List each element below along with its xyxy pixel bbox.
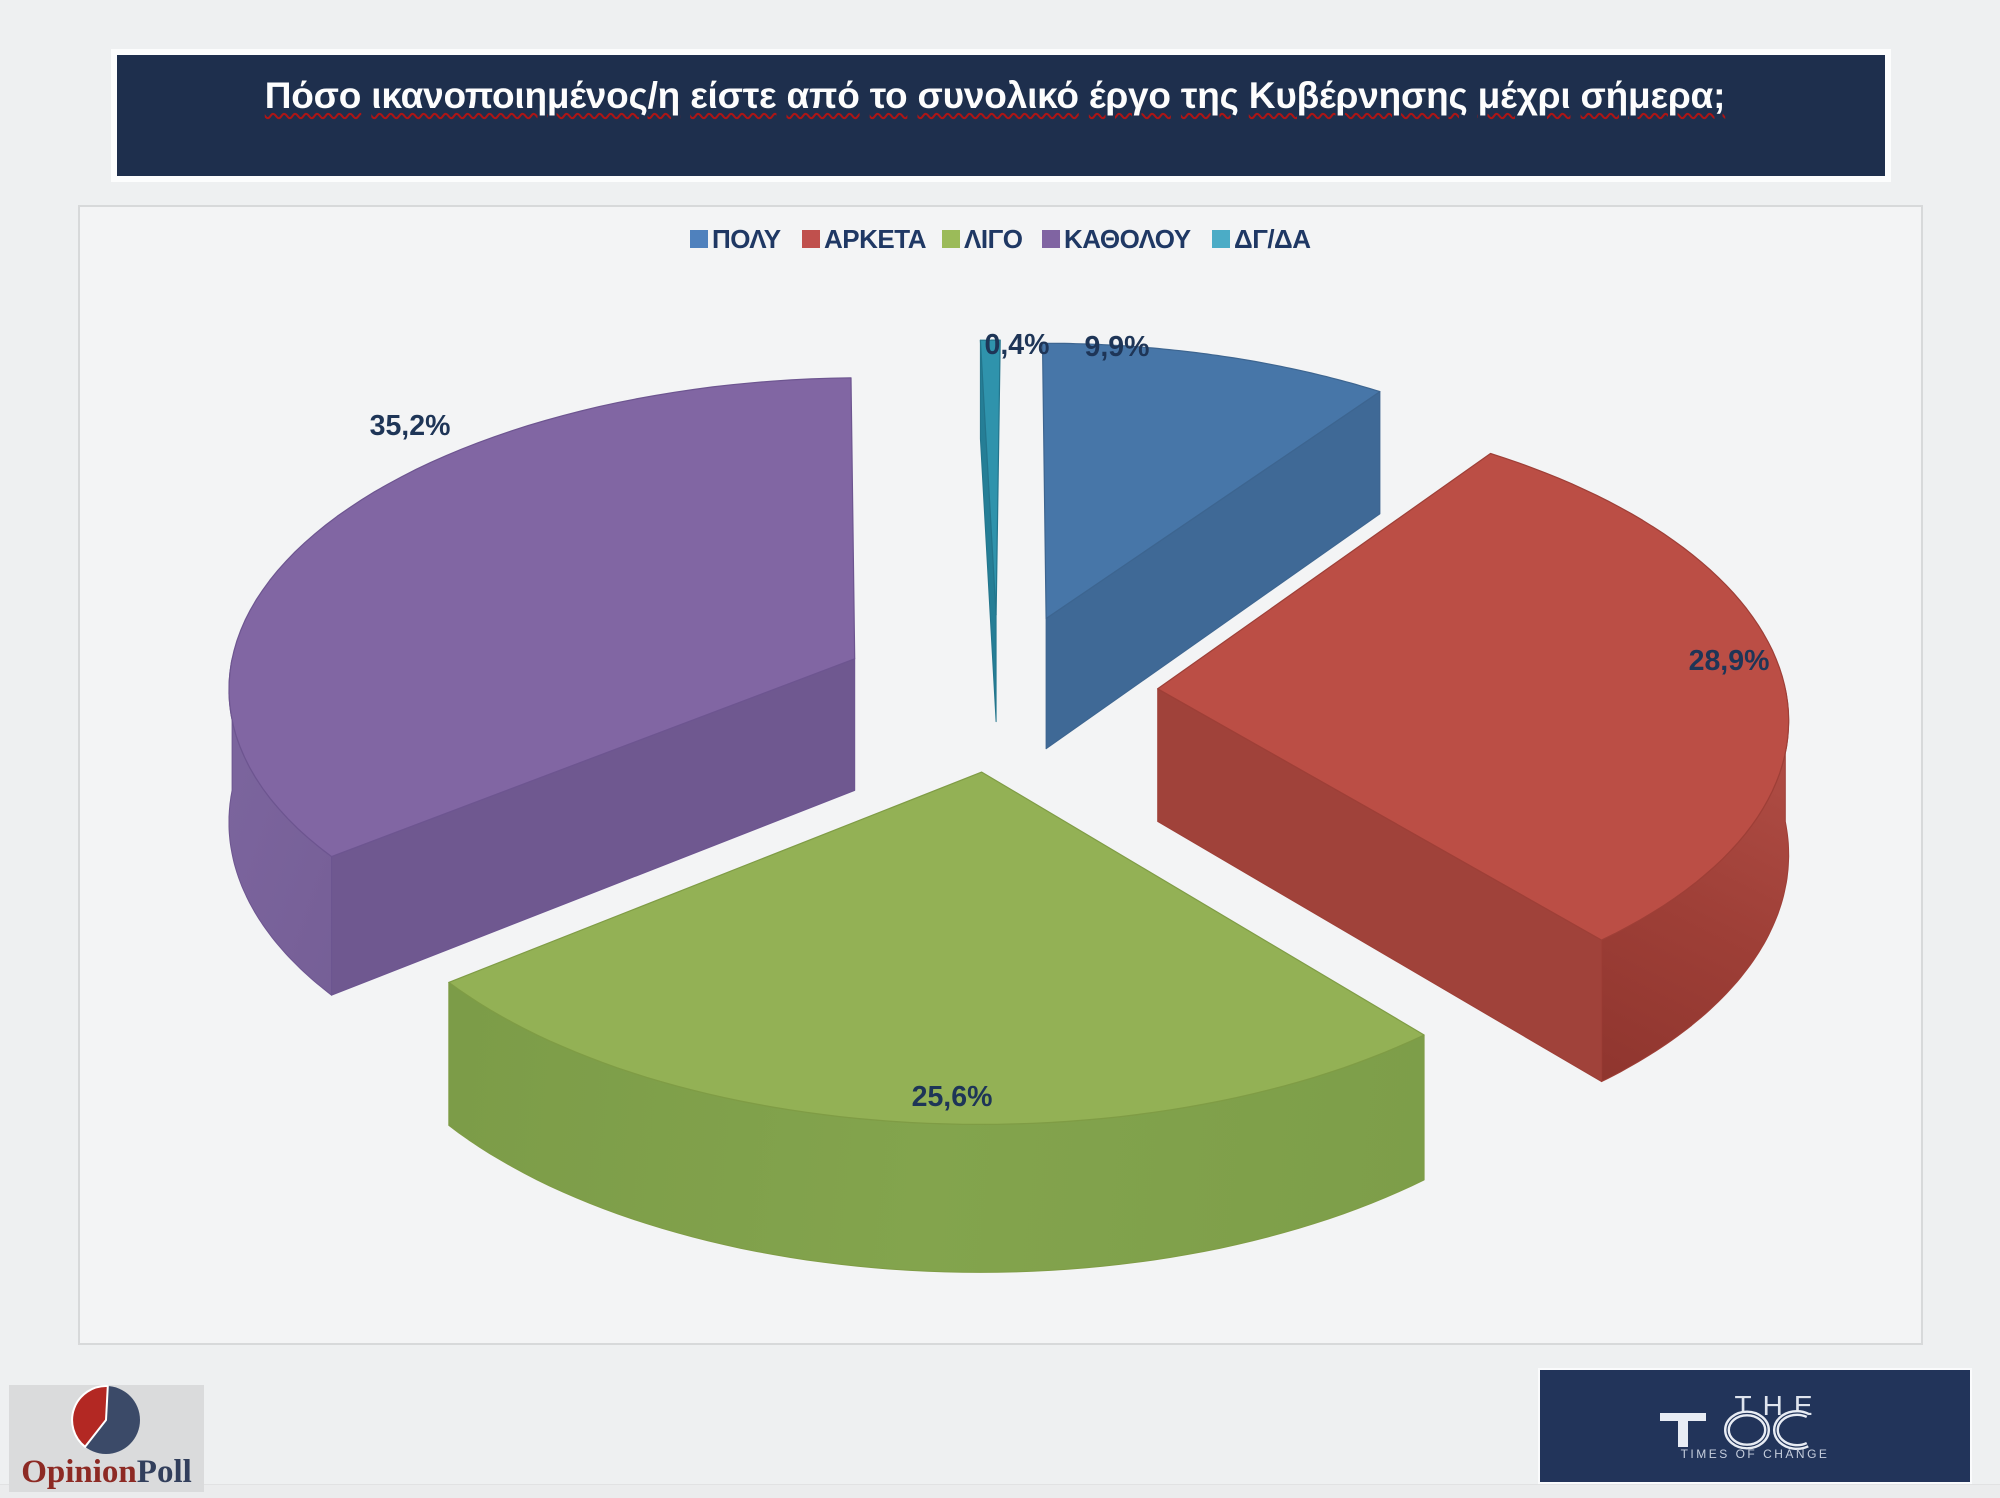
svg-text:28,9%: 28,9% [1689, 645, 1770, 677]
svg-text:25,6%: 25,6% [912, 1081, 993, 1113]
svg-text:9,9%: 9,9% [1085, 331, 1150, 363]
svg-text:35,2%: 35,2% [370, 410, 451, 442]
svg-text:TIMES OF CHANGE: TIMES OF CHANGE [1681, 1447, 1830, 1461]
svg-text:0,4%: 0,4% [985, 329, 1050, 361]
